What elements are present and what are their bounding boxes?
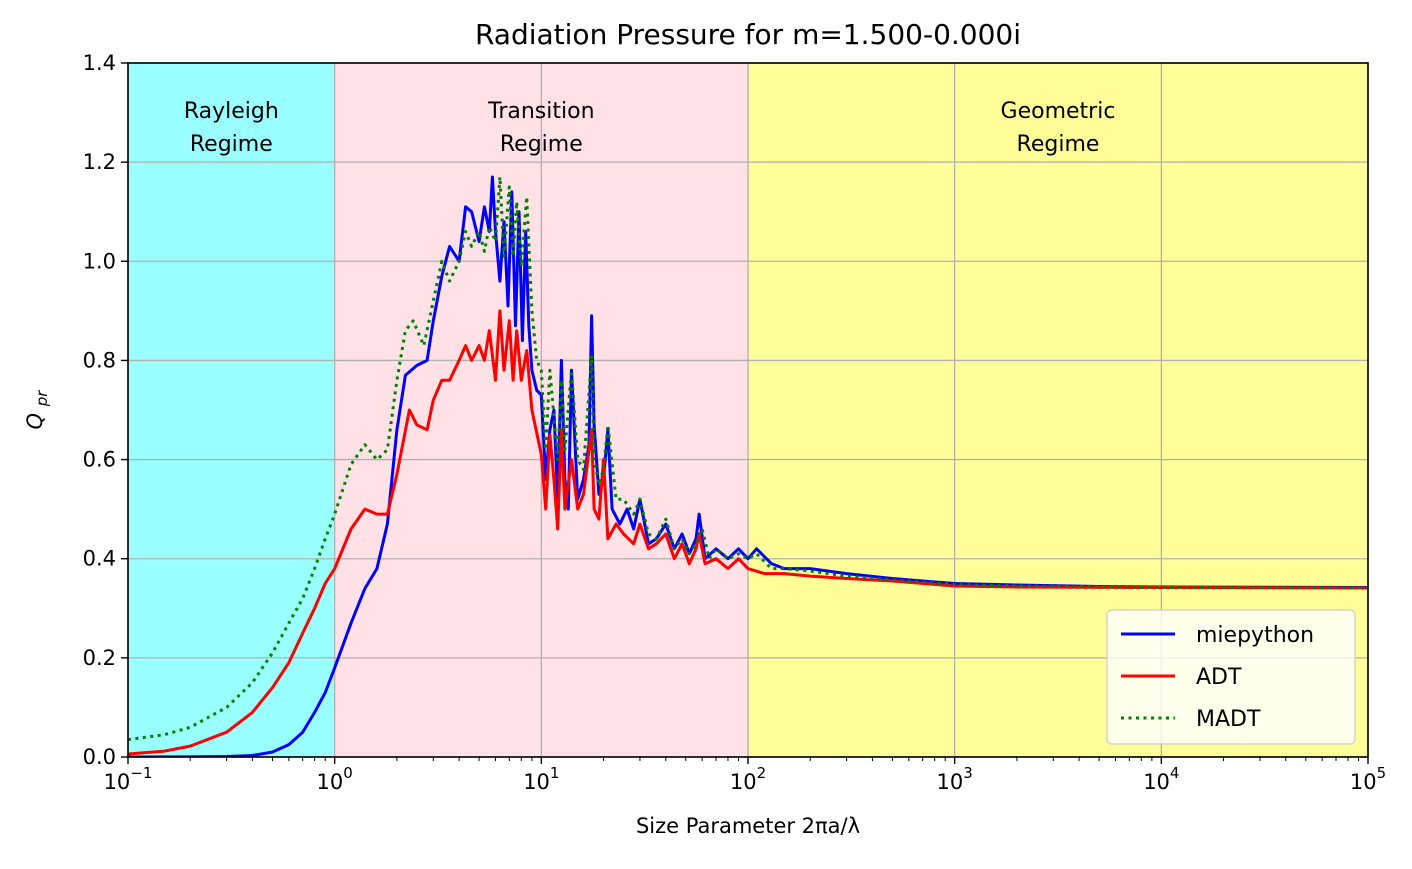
x-tick-label: 100 bbox=[317, 764, 353, 794]
x-tick-label: 101 bbox=[523, 764, 559, 794]
x-tick-label-exponent: 0 bbox=[343, 764, 353, 782]
regime-band-rayleigh bbox=[128, 63, 335, 757]
y-axis-label: Q pr bbox=[23, 390, 51, 430]
regime-label-line: Regime bbox=[1017, 132, 1100, 157]
regime-label-line: Regime bbox=[500, 132, 583, 157]
x-tick-label-exponent: 2 bbox=[757, 764, 767, 782]
x-tick-label-base: 10 bbox=[317, 770, 344, 794]
chart-title: Radiation Pressure for m=1.500-0.000i bbox=[475, 18, 1021, 51]
regime-label-line: Rayleigh bbox=[184, 99, 279, 124]
regime-label-transition: Transition Regime bbox=[487, 99, 594, 157]
legend-label-madt: MADT bbox=[1196, 707, 1261, 732]
x-tick-label-base: 10 bbox=[730, 770, 757, 794]
x-tick-label-base: 10 bbox=[937, 770, 964, 794]
regime-label-rayleigh: Rayleigh Regime bbox=[184, 99, 279, 157]
regime-label-line: Transition bbox=[487, 99, 594, 124]
x-tick-label-exponent: 3 bbox=[963, 764, 973, 782]
x-tick-label-base: 10 bbox=[523, 770, 550, 794]
x-axis-label: Size Parameter 2πa/λ bbox=[636, 814, 860, 838]
legend-box bbox=[1106, 609, 1356, 745]
x-tick-label-base: 10 bbox=[1350, 770, 1377, 794]
x-tick-label: 104 bbox=[1143, 764, 1179, 794]
x-tick-label-base: 10 bbox=[1143, 770, 1170, 794]
regime-labels: Rayleigh Regime Transition Regime Geometric R… bbox=[184, 99, 1116, 157]
y-tick-label: 1.0 bbox=[83, 249, 116, 273]
x-tick-label-exponent: 5 bbox=[1377, 764, 1387, 782]
x-tick-label-exponent: 1 bbox=[550, 764, 560, 782]
y-tick-label: 0.8 bbox=[83, 348, 116, 372]
x-tick-label: 102 bbox=[730, 764, 766, 794]
series-line-adt bbox=[128, 309, 1368, 756]
data-series bbox=[128, 175, 1368, 757]
y-tick-label: 0.0 bbox=[83, 745, 116, 769]
regime-label-geometric: Geometric Regime bbox=[1001, 99, 1116, 157]
y-tick-label: 0.4 bbox=[83, 547, 116, 571]
axis-ticks: 10−1 100 101 102 103 104 1050.00.20.40.60.81.0… bbox=[83, 51, 1387, 794]
y-axis-label-main: Q bbox=[23, 413, 47, 430]
regime-label-line: Geometric bbox=[1001, 99, 1116, 124]
x-tick-label: 10−1 bbox=[104, 764, 153, 794]
x-tick-label: 105 bbox=[1350, 764, 1386, 794]
legend: miepython ADT MADT bbox=[1106, 609, 1356, 745]
y-tick-label: 0.2 bbox=[83, 646, 116, 670]
legend-label-adt: ADT bbox=[1196, 665, 1242, 690]
series-line-miepython bbox=[128, 175, 1368, 757]
y-tick-label: 1.2 bbox=[83, 150, 116, 174]
y-tick-label: 0.6 bbox=[83, 448, 116, 472]
y-axis-label-subscript: pr bbox=[33, 390, 51, 408]
x-tick-label: 103 bbox=[937, 764, 973, 794]
y-tick-label: 1.4 bbox=[83, 51, 116, 75]
x-tick-label-exponent: 4 bbox=[1170, 764, 1180, 782]
x-tick-label-exponent: −1 bbox=[130, 764, 152, 782]
x-tick-label-base: 10 bbox=[104, 770, 131, 794]
regime-label-line: Regime bbox=[190, 132, 273, 157]
legend-label-miepython: miepython bbox=[1196, 623, 1314, 648]
